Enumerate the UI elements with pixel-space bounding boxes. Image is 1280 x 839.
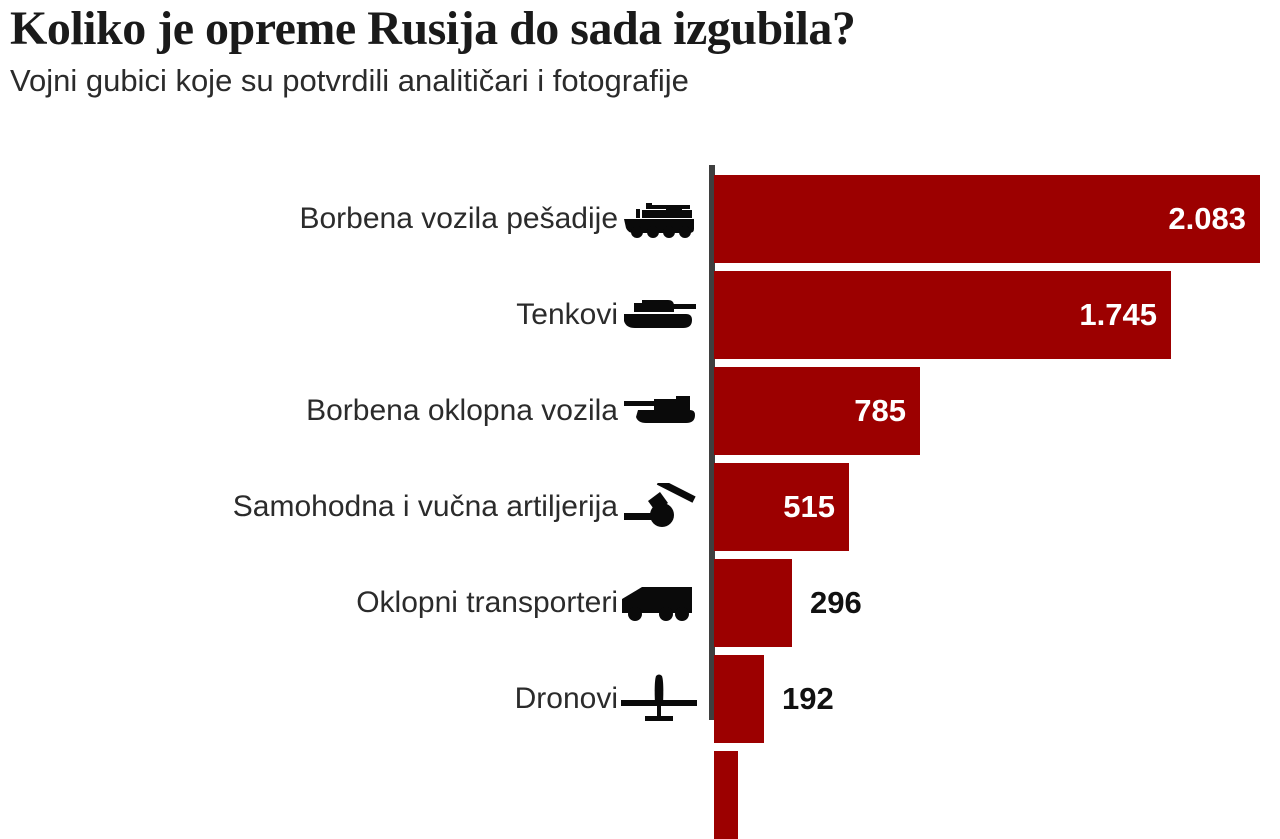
bar: [714, 655, 764, 743]
drone-icon: [616, 655, 702, 743]
bar-value-label: 296: [810, 585, 862, 620]
bar-row-label: Dronovi: [514, 682, 618, 715]
bar-row: Samohodna i vučna artiljerija 515: [0, 463, 1280, 551]
chart-subtitle: Vojni gubici koje su potvrdili analitiča…: [10, 63, 689, 99]
bar-chart: Borbena vozila pešadije 2.083 Tenkovi 1.7…: [0, 160, 1280, 839]
bar-row: Borbena oklopna vozila 785: [0, 367, 1280, 455]
bar: [714, 463, 849, 551]
bar-row: Oklopni transporteri 296: [0, 559, 1280, 647]
page-title: Koliko je opreme Rusija do sada izgubila…: [10, 2, 856, 55]
bar-row-label: Borbena vozila pešadije: [299, 202, 618, 235]
howitzer-icon: [616, 463, 702, 551]
bar-value-label: 785: [854, 393, 906, 428]
bar-row-label: Borbena oklopna vozila: [306, 394, 618, 427]
bar: [714, 367, 920, 455]
bar-row: [0, 751, 1280, 839]
bar-value-label: 1.745: [1079, 297, 1157, 332]
bar-row: Dronovi 192: [0, 655, 1280, 743]
bar-value-label: 2.083: [1168, 201, 1246, 236]
tank-icon: [616, 271, 702, 359]
bar-row: Tenkovi 1.745: [0, 271, 1280, 359]
bar-value-label: 515: [783, 489, 835, 524]
ifv-icon: [616, 175, 702, 263]
bar: [714, 751, 738, 839]
bar-row: Borbena vozila pešadije 2.083: [0, 175, 1280, 263]
bar: [714, 175, 1260, 263]
bar-row-label: Tenkovi: [516, 298, 618, 331]
bar: [714, 271, 1171, 359]
apc-truck-icon: [616, 559, 702, 647]
bar-value-label: 192: [782, 681, 834, 716]
chart-header: Koliko je opreme Rusija do sada izgubila…: [10, 2, 1270, 100]
bar: [714, 559, 792, 647]
armoured-fighting-vehicle-icon: [616, 367, 702, 455]
bar-row-label: Samohodna i vučna artiljerija: [232, 490, 618, 523]
bar-row-label: Oklopni transporteri: [356, 586, 618, 619]
value-axis-line: [709, 165, 715, 720]
